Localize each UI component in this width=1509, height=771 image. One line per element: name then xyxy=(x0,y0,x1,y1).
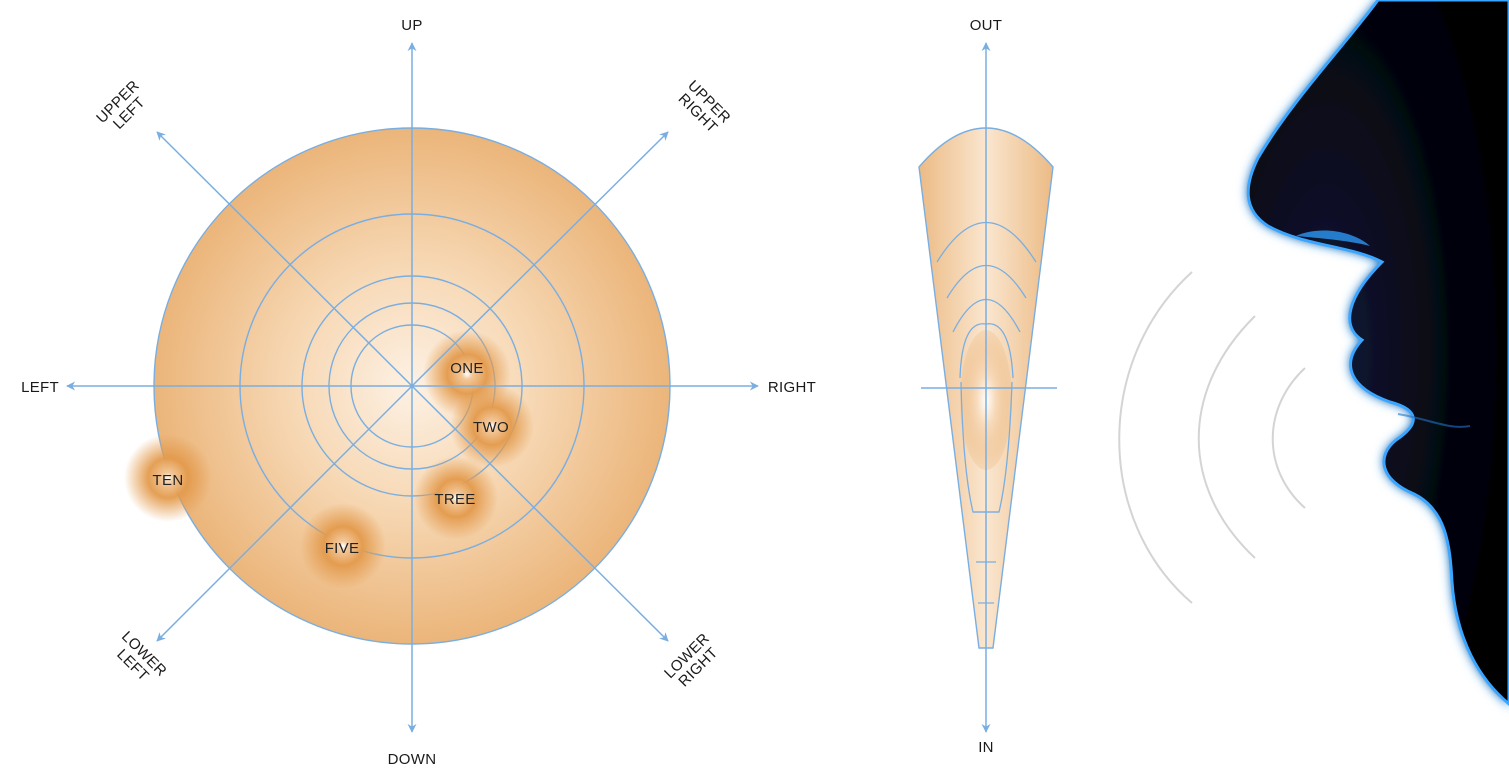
sound-ten-blob xyxy=(124,434,212,522)
axis-lower-left xyxy=(156,385,413,642)
sound-two-blob xyxy=(450,384,534,468)
sound-tree-label: TREE xyxy=(434,491,475,508)
label-up: UP xyxy=(401,17,422,34)
lip-highlight xyxy=(1397,413,1471,428)
face-silhouette xyxy=(1246,0,1509,706)
sound-one-label: ONE xyxy=(450,360,483,377)
label-lower-right: LOWER RIGHT xyxy=(661,630,721,690)
label-left: LEFT xyxy=(21,379,59,396)
depth-diagram: OUT IN xyxy=(918,17,1057,756)
sound-two-label: TWO xyxy=(473,419,509,436)
label-out: OUT xyxy=(970,17,1003,34)
axis-upper-right xyxy=(411,131,669,387)
label-down: DOWN xyxy=(388,751,437,768)
nostril xyxy=(1296,230,1370,246)
wave-middle xyxy=(1197,315,1256,559)
sound-five-blob xyxy=(300,503,386,589)
sound-five-label: FIVE xyxy=(325,540,360,557)
label-in: IN xyxy=(978,739,994,756)
sound-blobs xyxy=(124,330,534,589)
wave-outer xyxy=(1118,271,1193,604)
label-upper-left: UPPER LEFT xyxy=(93,77,149,133)
label-upper-right: UPPER RIGHT xyxy=(675,77,734,136)
axis-upper-left xyxy=(156,131,413,387)
human-face-profile-icon xyxy=(1246,0,1509,706)
polar-direction-diagram: UP DOWN LEFT RIGHT UPPER LEFT UPPER RIGH… xyxy=(21,17,816,768)
label-right: RIGHT xyxy=(768,379,816,396)
sound-waves-icon xyxy=(1118,271,1306,604)
sound-ten-label: TEN xyxy=(153,472,184,489)
axis-lower-right xyxy=(411,385,669,642)
sound-tree-blob xyxy=(414,456,498,540)
wave-inner xyxy=(1271,367,1306,509)
